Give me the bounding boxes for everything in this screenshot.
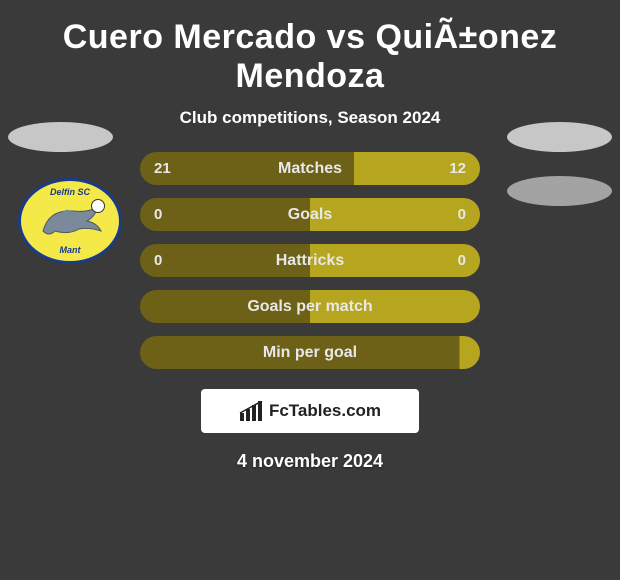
stat-row: 0 Hattricks 0 bbox=[140, 244, 480, 277]
bar-chart-icon bbox=[239, 401, 265, 421]
player-left-photo-placeholder bbox=[8, 122, 113, 152]
stat-row: 21 Matches 12 bbox=[140, 152, 480, 185]
ball-icon bbox=[91, 199, 105, 213]
stat-value-left: 0 bbox=[154, 206, 162, 223]
stat-value-right: 12 bbox=[449, 160, 466, 177]
page-title: Cuero Mercado vs QuiÃ±onez Mendoza bbox=[0, 0, 620, 102]
stat-row: Min per goal bbox=[140, 336, 480, 369]
badge-top-text: Delfin SC bbox=[21, 187, 119, 197]
stat-label: Matches bbox=[278, 160, 342, 178]
badge-bottom-text: Mant bbox=[21, 245, 119, 255]
watermark-box: FcTables.com bbox=[201, 389, 419, 433]
stat-label: Hattricks bbox=[276, 252, 344, 270]
club-badge-delfin: Delfin SC Mant bbox=[18, 178, 122, 264]
watermark-text: FcTables.com bbox=[269, 401, 381, 421]
date-text: 4 november 2024 bbox=[0, 451, 620, 472]
stat-label: Goals bbox=[288, 206, 332, 224]
stat-value-right: 0 bbox=[458, 206, 466, 223]
player-right-photo-placeholder-1 bbox=[507, 122, 612, 152]
stat-value-left: 0 bbox=[154, 252, 162, 269]
stat-value-left: 21 bbox=[154, 160, 171, 177]
stat-value-right: 0 bbox=[458, 252, 466, 269]
stat-row: Goals per match bbox=[140, 290, 480, 323]
stat-label: Min per goal bbox=[263, 344, 357, 362]
stat-label: Goals per match bbox=[247, 298, 372, 316]
stat-row: 0 Goals 0 bbox=[140, 198, 480, 231]
player-right-photo-placeholder-2 bbox=[507, 176, 612, 206]
